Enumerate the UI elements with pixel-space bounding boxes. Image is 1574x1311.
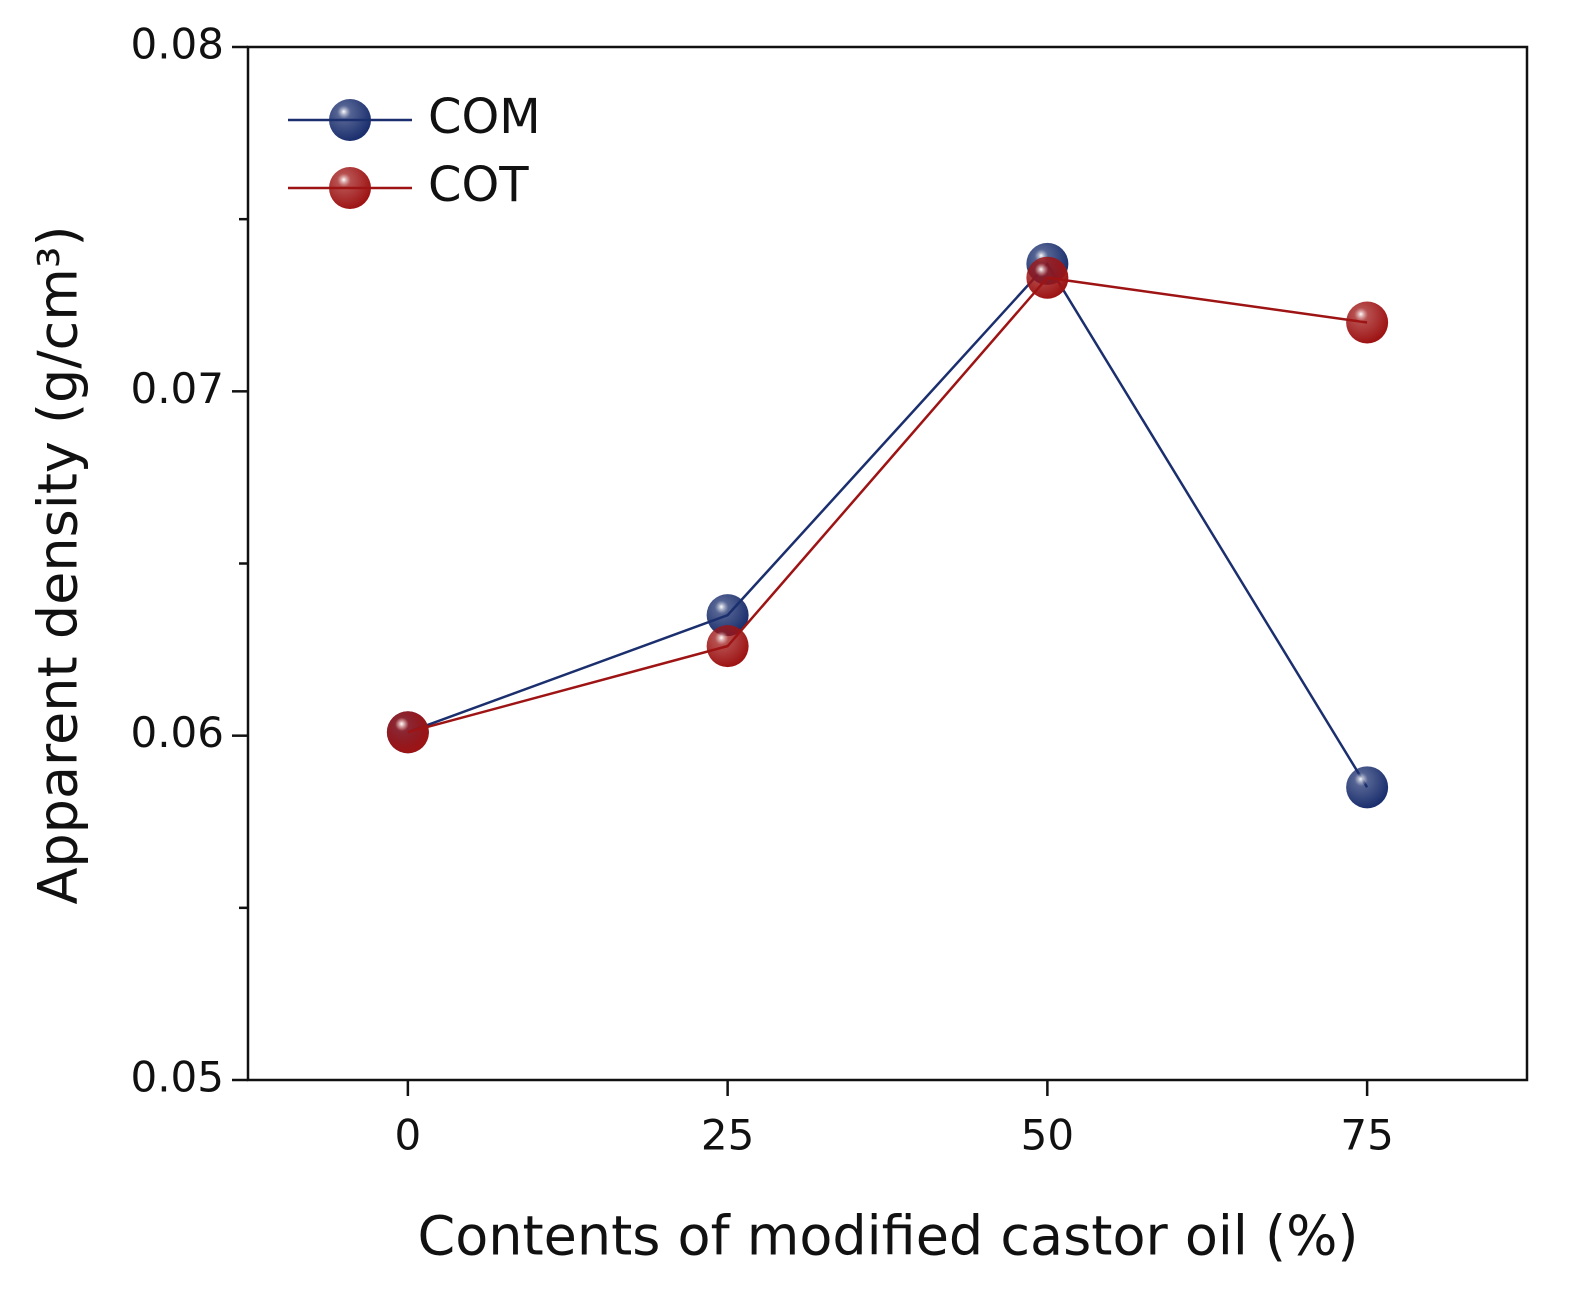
legend-marker (329, 99, 371, 141)
y-tick-label: 0.06 (130, 708, 224, 757)
marker (1026, 256, 1069, 299)
marker (706, 625, 749, 668)
marker (1346, 766, 1389, 809)
y-axis-label: Apparent density (g/cm³) (27, 225, 90, 904)
legend-label: COM (428, 89, 541, 145)
marker (706, 594, 749, 637)
y-tick-label: 0.07 (130, 364, 224, 413)
x-tick-label: 50 (1021, 1111, 1074, 1160)
x-axis-label: Contents of modified castor oil (%) (417, 1205, 1358, 1268)
legend-label: COT (428, 157, 529, 213)
series-line (407, 276, 1368, 734)
y-tick-label: 0.08 (130, 20, 224, 69)
marker (386, 711, 429, 754)
x-tick-label: 75 (1340, 1111, 1393, 1160)
x-tick-label: 25 (701, 1111, 754, 1160)
legend-marker (329, 167, 371, 209)
y-tick-label: 0.05 (130, 1053, 224, 1102)
marker (1346, 301, 1389, 344)
series-line (407, 261, 1369, 788)
x-tick-label: 0 (395, 1111, 422, 1160)
